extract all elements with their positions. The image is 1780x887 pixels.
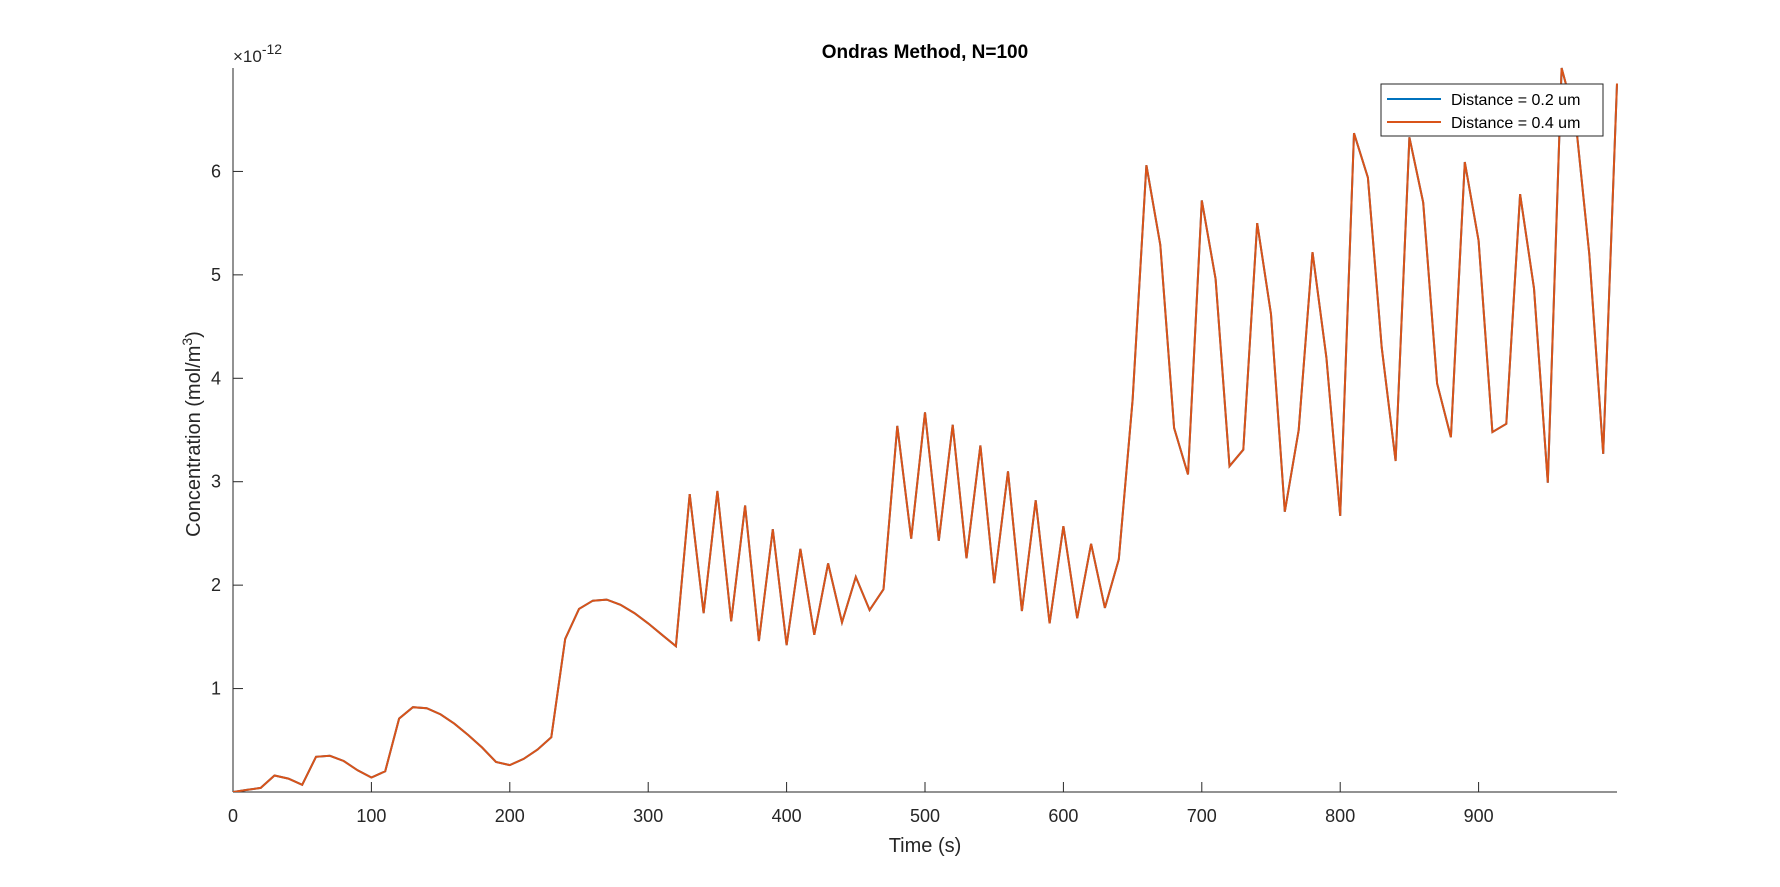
y-axis-label: Concentration (mol/m3) bbox=[179, 331, 205, 537]
series-line bbox=[233, 67, 1618, 792]
y-exponent-base: ×10 bbox=[233, 47, 262, 66]
x-axis-label: Time (s) bbox=[889, 835, 962, 857]
y-tick-label: 1 bbox=[211, 679, 221, 699]
series-line bbox=[233, 67, 1618, 792]
x-tick-label: 600 bbox=[1048, 806, 1078, 826]
y-tick-label: 5 bbox=[211, 265, 221, 285]
x-tick-label: 300 bbox=[633, 806, 663, 826]
x-tick-label: 700 bbox=[1187, 806, 1217, 826]
y-tick-label: 4 bbox=[211, 368, 221, 388]
y-exponent-power: -12 bbox=[262, 41, 282, 57]
x-tick-label: 900 bbox=[1464, 806, 1494, 826]
x-tick-label: 500 bbox=[910, 806, 940, 826]
legend-label: Distance = 0.2 um bbox=[1451, 92, 1580, 109]
y-tick-label: 6 bbox=[211, 161, 221, 181]
y-tick-label: 3 bbox=[211, 472, 221, 492]
x-tick-label: 0 bbox=[228, 806, 238, 826]
x-tick-label: 100 bbox=[356, 806, 386, 826]
y-label-text: ) bbox=[183, 331, 205, 338]
x-tick-label: 200 bbox=[495, 806, 525, 826]
x-tick-label: 800 bbox=[1325, 806, 1355, 826]
y-label-sup: 3 bbox=[179, 338, 195, 346]
y-exponent: ×10-12 bbox=[233, 41, 282, 66]
legend-label: Distance = 0.4 um bbox=[1451, 115, 1580, 132]
chart-title: Ondras Method, N=100 bbox=[822, 42, 1028, 63]
x-tick-label: 400 bbox=[772, 806, 802, 826]
y-label-text: Concentration (mol/m bbox=[183, 346, 205, 537]
y-tick-label: 2 bbox=[211, 575, 221, 595]
legend-box bbox=[1380, 83, 1604, 137]
